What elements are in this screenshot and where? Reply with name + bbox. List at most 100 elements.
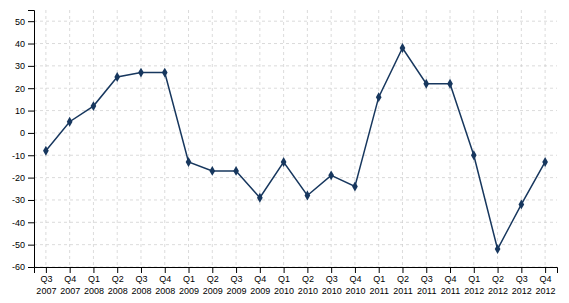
tick-label: -40 xyxy=(12,218,25,228)
grid-line xyxy=(354,10,355,267)
tick-label: -10 xyxy=(12,151,25,161)
tick-label: Q3 xyxy=(516,274,528,284)
grid-line xyxy=(331,10,332,267)
tick-label: 2008 xyxy=(84,286,104,296)
tick-label: Q2 xyxy=(302,274,314,284)
tick-label: Q3 xyxy=(326,274,338,284)
tick: Q3 2010 xyxy=(322,267,342,296)
marker xyxy=(423,79,429,89)
tick-label: -20 xyxy=(12,173,25,183)
tick-mark xyxy=(28,66,34,67)
tick-label: Q4 xyxy=(254,274,266,284)
tick-mark xyxy=(284,267,285,273)
tick-label: Q3 xyxy=(135,274,147,284)
tick-label: Q4 xyxy=(349,274,361,284)
tick-mark xyxy=(28,111,34,112)
tick: Q32012 xyxy=(512,267,532,296)
marker xyxy=(114,72,120,82)
tick-label: 2007 xyxy=(60,286,80,296)
tick-mark xyxy=(165,267,166,273)
tick: Q42007 xyxy=(60,267,80,296)
tick: Q22011 xyxy=(393,267,412,296)
tick-label: 40 xyxy=(15,39,25,49)
tick-label: 2012 xyxy=(488,286,508,296)
tick-label: 0 xyxy=(20,128,25,138)
marker xyxy=(91,101,97,111)
tick: Q3 2008 xyxy=(131,267,151,296)
y-axis: -60-50-40-30-20-1001020304050 xyxy=(12,11,35,273)
tick-label: Q1 xyxy=(373,274,385,284)
grid-line xyxy=(140,10,141,267)
tick: -20 xyxy=(12,173,34,183)
tick: -10 xyxy=(12,151,34,161)
tick-mark xyxy=(117,267,118,273)
tick: 40 xyxy=(15,39,34,49)
tick-mark xyxy=(521,267,522,273)
grid-line xyxy=(93,10,94,267)
marker xyxy=(281,157,287,167)
tick: Q22008 xyxy=(108,267,128,296)
tick-label: 2010 xyxy=(274,286,294,296)
tick: Q42009 xyxy=(250,267,270,296)
tick-label: 30 xyxy=(15,61,25,71)
tick-label: 2009 xyxy=(227,286,247,296)
marker xyxy=(471,150,477,160)
grid-line xyxy=(34,244,557,245)
grid-line xyxy=(283,10,284,267)
grid-line xyxy=(307,10,308,267)
grid-line xyxy=(34,43,557,44)
tick-label: Q4 xyxy=(445,274,457,284)
marker xyxy=(352,182,358,192)
marker xyxy=(186,157,192,167)
tick-label: 2011 xyxy=(441,286,460,296)
tick-mark xyxy=(28,88,34,89)
tick-mark xyxy=(236,267,237,273)
chart: -60-50-40-30-20-1001020304050Q32007Q4200… xyxy=(0,0,569,303)
tick-mark xyxy=(450,267,451,273)
tick-label: -30 xyxy=(12,195,25,205)
tick-label: Q3 xyxy=(40,274,52,284)
tick-label: 2011 xyxy=(417,286,436,296)
tick-mark xyxy=(379,267,380,273)
tick-label: 2011 xyxy=(370,286,389,296)
tick-label: 50 xyxy=(15,17,25,27)
series xyxy=(43,43,548,254)
tick-mark xyxy=(474,267,475,273)
tick-mark xyxy=(28,245,34,246)
marker xyxy=(233,166,239,176)
tick-label: 2009 xyxy=(179,286,199,296)
tick-label: 2008 xyxy=(131,286,151,296)
grid-line xyxy=(450,10,451,267)
tick-label: 2010 xyxy=(345,286,365,296)
tick-label: Q1 xyxy=(468,274,480,284)
tick: Q4 2010 xyxy=(345,267,365,296)
tick: Q4 2011 xyxy=(441,267,460,296)
line xyxy=(46,48,545,249)
tick-mark xyxy=(355,267,356,273)
tick: Q1 2009 xyxy=(179,267,199,296)
tick: -40 xyxy=(12,218,34,228)
grid-line xyxy=(212,10,213,267)
tick: Q32007 xyxy=(36,267,56,296)
tick-mark xyxy=(28,133,34,134)
tick-label: 2008 xyxy=(108,286,128,296)
grid-line xyxy=(34,65,557,66)
tick-mark xyxy=(260,267,261,273)
tick-mark xyxy=(28,200,34,201)
marker xyxy=(542,157,548,167)
grid-line xyxy=(34,132,557,133)
tick-label: 2011 xyxy=(393,286,412,296)
marker xyxy=(305,191,311,201)
grid-line xyxy=(236,10,237,267)
grid-line xyxy=(34,199,557,200)
marker xyxy=(447,79,453,89)
tick: 30 xyxy=(15,61,34,71)
tick-label: 10 xyxy=(15,106,25,116)
tick: 50 xyxy=(15,17,34,27)
marker xyxy=(400,43,406,53)
tick-mark xyxy=(189,267,190,273)
tick: Q12010 xyxy=(274,267,294,296)
tick-label: Q1 xyxy=(183,274,195,284)
grid-line xyxy=(34,110,557,111)
tick-label: 2010 xyxy=(322,286,342,296)
